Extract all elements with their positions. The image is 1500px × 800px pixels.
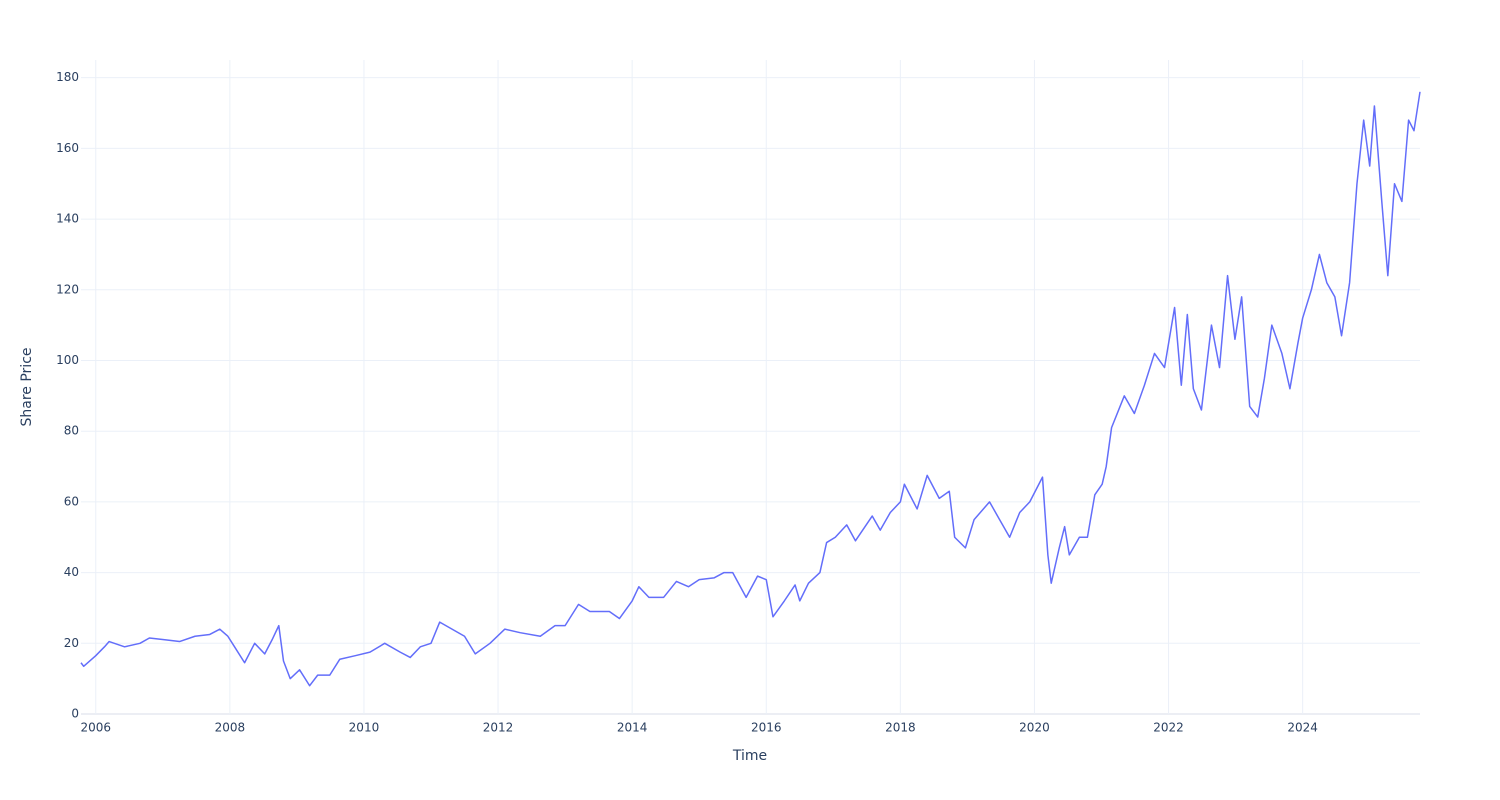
y-tick-label: 40 [64,565,79,579]
x-tick-label: 2018 [885,721,916,735]
x-tick-label: 2014 [617,721,648,735]
y-tick-label: 60 [64,494,79,508]
y-tick-label: 20 [64,636,79,650]
y-tick-label: 120 [56,282,79,296]
price-line [80,91,1421,687]
y-tick-label: 160 [56,141,79,155]
y-tick-label: 140 [56,212,79,226]
y-tick-label: 180 [56,70,79,84]
x-axis-title: Time [732,748,767,764]
x-tick-label: 2022 [1153,721,1184,735]
x-tick-label: 2008 [215,721,246,735]
x-tick-label: 2010 [349,721,380,735]
x-tick-label: 2016 [751,721,782,735]
y-tick-label: 0 [71,707,79,721]
x-tick-label: 2020 [1019,721,1050,735]
y-axis-title: Share Price [19,347,35,426]
x-tick-label: 2006 [80,721,111,735]
x-tick-label: 2024 [1287,721,1318,735]
x-tick-label: 2012 [483,721,514,735]
y-tick-label: 100 [56,353,79,367]
y-tick-label: 80 [64,424,79,438]
